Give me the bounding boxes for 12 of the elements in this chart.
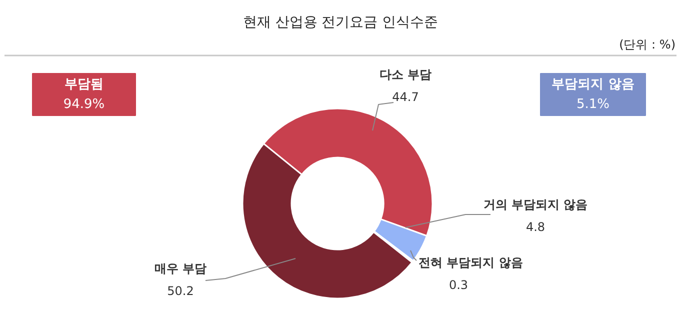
chart-title: 현재 산업용 전기요금 인식수준 (242, 14, 438, 30)
data-label: 50.2 (167, 284, 194, 298)
text: 부담됨 94.9% (63, 77, 105, 112)
slice-label: 다소 부담 (379, 68, 432, 82)
text: (단위 : %) (619, 38, 676, 52)
data-label: 44.7 (392, 90, 419, 104)
slice-label: 거의 부담되지 않음 (483, 198, 588, 212)
text: 부담되지 않음 5.1% (552, 77, 634, 112)
slice-label: 전혀 부담되지 않음 (418, 256, 523, 270)
slice-label: 매우 부담 (154, 262, 207, 276)
data-label: 4.8 (526, 220, 546, 234)
data-label: 0.3 (448, 278, 468, 292)
